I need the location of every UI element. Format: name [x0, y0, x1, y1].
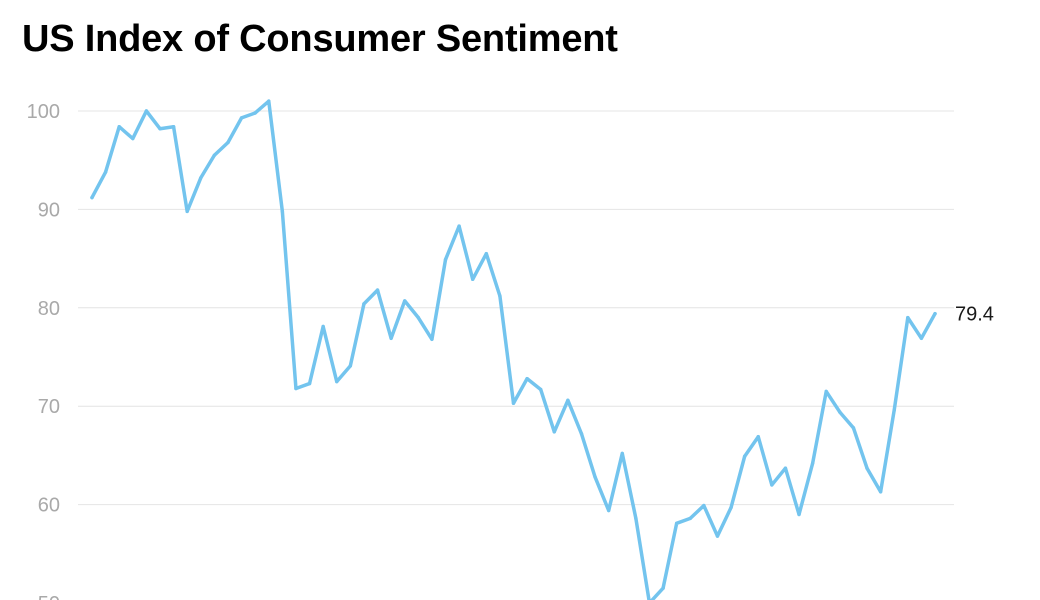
data-point [430, 337, 434, 341]
data-point [239, 116, 244, 120]
data-point [810, 461, 815, 465]
data-point [674, 521, 679, 525]
data-point [606, 508, 611, 513]
data-point [525, 376, 529, 381]
y-tick-label: 100 [27, 101, 60, 123]
annotation-layer: 79.4 [955, 304, 994, 326]
y-axis-ticks: 100 90 80 70 60 50 [27, 101, 60, 600]
data-point [362, 302, 366, 306]
data-point [403, 299, 407, 303]
data-point [838, 410, 842, 414]
data-point [538, 387, 543, 392]
data-point [253, 111, 257, 115]
data-point [117, 125, 121, 129]
data-point [226, 140, 230, 145]
data-point [892, 408, 896, 412]
data-point [702, 503, 706, 508]
data-point [797, 512, 801, 517]
data-point [566, 398, 570, 402]
data-point [267, 99, 271, 103]
series-layer [90, 99, 937, 600]
data-point [620, 451, 624, 456]
data-point [199, 176, 203, 180]
y-tick-label: 70 [38, 396, 60, 418]
data-point [933, 312, 937, 316]
data-point [865, 466, 869, 470]
data-point [593, 475, 597, 479]
data-point [375, 288, 380, 292]
data-point [103, 170, 108, 174]
y-tick-label: 80 [38, 298, 60, 320]
last-value-label: 79.4 [955, 304, 994, 326]
data-point [511, 401, 516, 405]
data-point [294, 386, 298, 391]
data-point [90, 195, 94, 200]
data-point [919, 336, 924, 340]
data-point [321, 324, 325, 329]
data-point [552, 430, 556, 434]
data-point [307, 381, 312, 386]
data-point [131, 136, 135, 141]
data-point [158, 127, 162, 131]
data-point [389, 336, 393, 340]
data-point [824, 389, 828, 394]
chart-title: US Index of Consumer Sentiment [22, 18, 618, 60]
data-point [742, 454, 747, 459]
y-tick-label: 50 [38, 593, 60, 600]
data-point [906, 315, 910, 320]
data-point [348, 364, 353, 368]
data-point [335, 379, 339, 384]
data-point [729, 505, 733, 510]
data-point [457, 224, 461, 228]
data-point [280, 209, 285, 214]
data-point [171, 125, 176, 129]
data-point [661, 586, 665, 590]
series-line [90, 99, 937, 600]
data-point [144, 109, 149, 113]
data-point [783, 466, 788, 470]
data-point [416, 315, 421, 320]
data-point [715, 534, 720, 538]
data-point [443, 257, 448, 262]
gridlines [78, 110, 954, 506]
y-tick-label: 90 [38, 199, 60, 221]
y-tick-label: 60 [38, 495, 60, 517]
data-point [634, 516, 638, 521]
data-point [756, 435, 760, 439]
data-point [212, 153, 217, 157]
data-point [185, 209, 189, 214]
data-point [878, 490, 883, 494]
data-point [770, 483, 774, 487]
data-point [579, 432, 584, 436]
data-point [498, 294, 502, 298]
data-point [688, 516, 692, 521]
data-point [851, 426, 856, 430]
data-point [471, 277, 475, 281]
data-point [484, 251, 489, 256]
